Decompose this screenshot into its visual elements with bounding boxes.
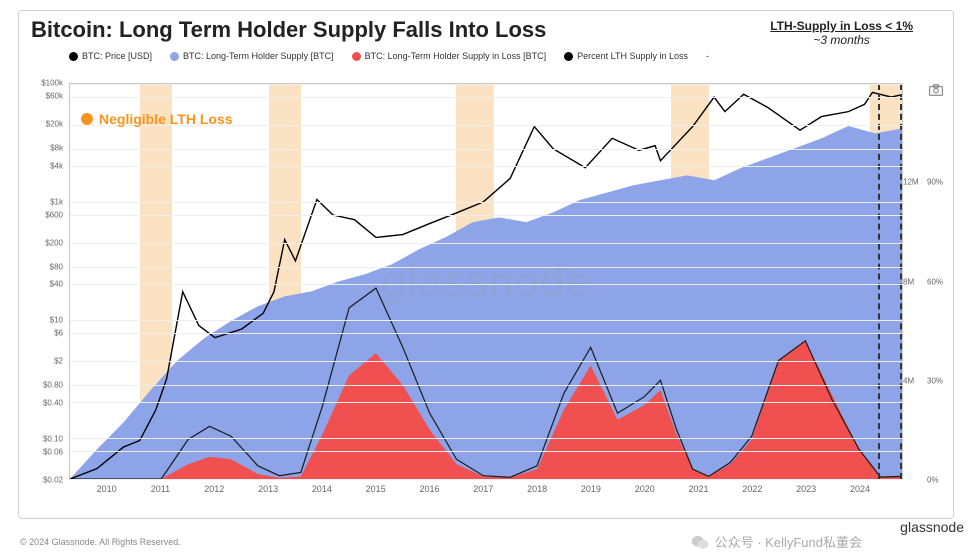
y-tick-left: $20k	[46, 120, 63, 129]
y-tick-left: $600	[45, 210, 63, 219]
y-tick-left: $6	[54, 329, 63, 338]
x-tick: 2010	[97, 484, 117, 494]
x-tick: 2020	[635, 484, 655, 494]
highlight-dot-icon	[81, 113, 93, 125]
brand-logo: glassnode	[900, 519, 964, 535]
y-axis-right-supply: 4M 8M 12M	[903, 83, 925, 480]
y-axis-right-pct: 0%30%60%90%	[927, 83, 949, 480]
x-tick: 2013	[258, 484, 278, 494]
legend-swatch-icon	[69, 52, 78, 61]
chart-title: Bitcoin: Long Term Holder Supply Falls I…	[31, 17, 546, 43]
y-tick-right-supply: 8M	[903, 277, 914, 286]
y-tick-right-pct: 0%	[927, 476, 939, 485]
x-tick: 2014	[312, 484, 332, 494]
y-tick-left: $0.80	[43, 381, 63, 390]
negligible-loss-label: Negligible LTH Loss	[81, 111, 233, 127]
chart-legend: BTC: Price [USD] BTC: Long-Term Holder S…	[69, 51, 903, 61]
legend-item[interactable]: BTC: Price [USD]	[69, 51, 152, 61]
wechat-attribution: 公众号 · KellyFund私董会	[691, 532, 862, 551]
x-tick: 2011	[151, 484, 170, 494]
y-tick-right-supply: 4M	[903, 376, 914, 385]
y-tick-left: $0.06	[43, 447, 63, 456]
y-tick-right-pct: 60%	[927, 277, 943, 286]
y-tick-left: $2	[54, 357, 63, 366]
x-tick: 2022	[742, 484, 762, 494]
callout-box: LTH-Supply in Loss < 1% ~3 months	[770, 19, 913, 47]
y-tick-left: $40	[50, 280, 63, 289]
y-tick-left: $1k	[50, 197, 63, 206]
legend-item[interactable]: -	[706, 51, 709, 61]
x-tick: 2017	[473, 484, 493, 494]
legend-swatch-icon	[352, 52, 361, 61]
y-tick-left: $80	[50, 262, 63, 271]
y-tick-right-pct: 90%	[927, 178, 943, 187]
legend-item[interactable]: BTC: Long-Term Holder Supply [BTC]	[170, 51, 334, 61]
chart-card: Bitcoin: Long Term Holder Supply Falls I…	[18, 10, 954, 519]
x-tick: 2021	[689, 484, 709, 494]
y-tick-left: $100k	[41, 79, 63, 88]
copyright-text: © 2024 Glassnode. All Rights Reserved.	[20, 537, 181, 547]
legend-item[interactable]: Percent LTH Supply in Loss	[564, 51, 688, 61]
y-tick-left: $10	[50, 316, 63, 325]
legend-swatch-icon	[170, 52, 179, 61]
x-tick: 2018	[527, 484, 547, 494]
plot-area[interactable]: glassnode	[69, 83, 903, 480]
y-tick-left: $8k	[50, 144, 63, 153]
x-tick: 2015	[366, 484, 386, 494]
y-tick-left: $60k	[46, 92, 63, 101]
legend-item[interactable]: BTC: Long-Term Holder Supply in Loss [BT…	[352, 51, 547, 61]
x-tick: 2023	[796, 484, 816, 494]
y-tick-left: $4k	[50, 161, 63, 170]
y-tick-left: $0.02	[43, 476, 63, 485]
y-tick-left: $0.10	[43, 434, 63, 443]
callout-line1: LTH-Supply in Loss < 1%	[770, 19, 913, 33]
y-tick-left: $200	[45, 238, 63, 247]
wechat-icon	[691, 534, 709, 550]
dashed-highlight-region	[878, 84, 902, 479]
x-tick: 2016	[419, 484, 439, 494]
y-tick-right-pct: 30%	[927, 376, 943, 385]
callout-line2: ~3 months	[770, 33, 913, 47]
legend-swatch-icon	[564, 52, 573, 61]
y-tick-left: $0.40	[43, 398, 63, 407]
y-axis-left: $0.02$0.06$0.10$0.40$0.80$2$6$10$40$80$2…	[25, 83, 65, 480]
y-tick-right-supply: 12M	[903, 178, 919, 187]
x-tick: 2024	[850, 484, 870, 494]
x-axis: 2010 2011 2012 2013 2014 2015 2016 2017 2018 2019…	[69, 484, 903, 498]
x-tick: 2019	[581, 484, 601, 494]
x-tick: 2012	[204, 484, 224, 494]
